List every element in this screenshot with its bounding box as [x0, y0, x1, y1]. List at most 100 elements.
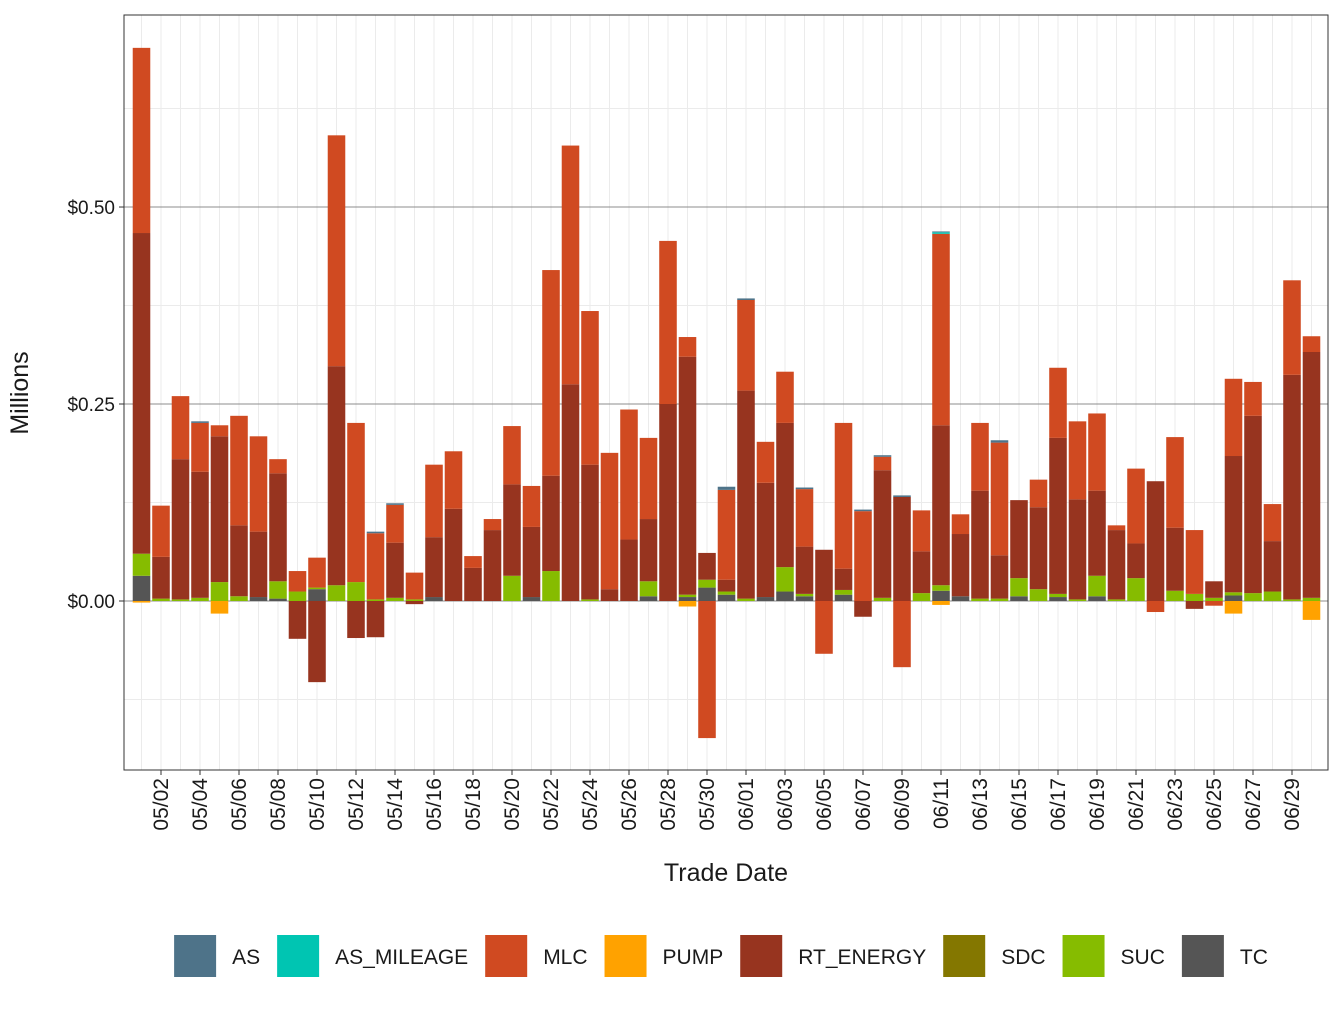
x-tick-label: 06/19	[1086, 778, 1109, 831]
bar-segment	[425, 597, 443, 601]
bar-segment	[405, 599, 424, 601]
bar-segment	[230, 596, 248, 601]
bar-segment	[776, 591, 794, 601]
bar-segment	[639, 596, 658, 601]
bar-segment	[1088, 490, 1106, 576]
bar-segment	[698, 579, 716, 588]
legend-swatch	[485, 935, 528, 977]
bar-segment	[347, 600, 365, 639]
bar-segment	[1107, 525, 1126, 531]
x-tick-label: 06/29	[1281, 778, 1304, 831]
legend-swatch	[604, 935, 647, 977]
x-tick-label: 06/13	[969, 778, 992, 831]
bar-segment	[1244, 593, 1262, 601]
bar-segment	[717, 591, 736, 595]
bar-segment	[288, 600, 307, 639]
bar-segment	[1302, 336, 1321, 353]
bar-segment	[288, 591, 307, 601]
bar-segment	[444, 508, 463, 601]
bar-segment	[717, 594, 736, 601]
bar-segment	[1029, 507, 1048, 590]
x-tick-label: 06/01	[735, 778, 758, 831]
bar-segment	[912, 593, 931, 601]
x-tick-label: 06/21	[1125, 778, 1148, 831]
x-tick-label: 05/14	[384, 778, 407, 831]
bar-segment	[542, 571, 560, 601]
bar-segment	[1107, 530, 1126, 600]
bar-segment	[191, 422, 209, 472]
bar-segment	[1166, 437, 1184, 528]
bar-segment	[386, 504, 404, 543]
bar-segment	[1166, 527, 1184, 591]
x-tick-label: 05/28	[657, 778, 680, 831]
bar-segment	[386, 542, 404, 598]
x-tick-label: 05/10	[306, 778, 329, 831]
bar-segment	[132, 233, 151, 554]
bar-segment	[932, 231, 950, 233]
x-tick-label: 06/15	[1008, 778, 1031, 831]
bar-segment	[483, 530, 502, 601]
bar-segment	[1283, 374, 1301, 600]
legend-label: PUMP	[663, 946, 724, 969]
bar-segment	[698, 600, 716, 739]
bar-segment	[171, 396, 190, 460]
bar-segment	[191, 421, 209, 423]
bar-segment	[1049, 593, 1067, 598]
bar-segment	[366, 599, 385, 601]
bar-segment	[834, 589, 853, 595]
bar-segment	[620, 539, 638, 601]
bar-segment	[932, 425, 950, 586]
bar-segment	[795, 593, 814, 597]
bar-segment	[366, 531, 385, 534]
bar-segment	[1185, 530, 1204, 594]
bar-segment	[737, 298, 755, 300]
bar-segment	[269, 581, 287, 599]
legend-label: SDC	[1001, 946, 1045, 969]
bar-segment	[1088, 413, 1106, 491]
bar-segment	[971, 422, 989, 491]
bar-segment	[1302, 600, 1321, 620]
bar-segment	[873, 455, 892, 457]
bar-segment	[581, 311, 599, 465]
bar-segment	[366, 533, 385, 600]
legend-label: SUC	[1121, 946, 1165, 969]
bar-segment	[659, 240, 677, 405]
bar-segment	[1068, 599, 1087, 601]
x-tick-label: 06/11	[930, 778, 953, 829]
x-tick-label: 06/23	[1164, 778, 1187, 831]
bar-segment	[152, 556, 170, 599]
legend-swatch	[943, 935, 986, 977]
bar-segment	[1010, 500, 1028, 579]
bar-segment	[678, 597, 697, 601]
x-axis-title: Trade Date	[664, 859, 788, 887]
bar-segment	[795, 596, 814, 601]
bar-segment	[990, 440, 1009, 443]
bar-segment	[1068, 421, 1087, 500]
bar-segment	[522, 597, 541, 601]
bar-segment	[503, 426, 521, 485]
bar-segment	[1049, 437, 1067, 594]
bar-segment	[288, 571, 307, 592]
x-tick-label: 06/05	[813, 778, 836, 831]
bar-segment	[893, 600, 911, 668]
legend-label: RT_ENERGY	[798, 946, 926, 969]
bar-segment	[893, 495, 911, 497]
bar-segment	[1107, 599, 1126, 601]
bar-segment	[1127, 578, 1145, 601]
x-tick-label: 06/27	[1242, 778, 1265, 831]
grid	[124, 15, 1328, 770]
bars	[132, 47, 1321, 739]
bar-segment	[990, 598, 1009, 601]
bar-segment	[639, 437, 658, 520]
bar-segment	[464, 567, 482, 601]
bar-segment	[308, 589, 326, 601]
bar-segment	[932, 600, 950, 605]
bar-segment	[366, 600, 385, 638]
bar-segment	[776, 371, 794, 423]
legend-swatch	[740, 935, 783, 977]
bar-segment	[269, 473, 287, 582]
bar-segment	[854, 600, 872, 617]
bar-segment	[1049, 597, 1067, 601]
bar-segment	[678, 594, 697, 598]
bar-segment	[327, 135, 346, 367]
